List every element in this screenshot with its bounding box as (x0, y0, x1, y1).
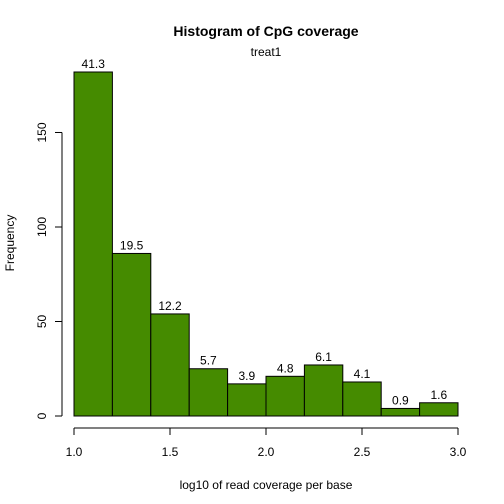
bar-value-label: 5.7 (200, 354, 217, 368)
histogram-bar (342, 381, 382, 417)
histogram-bar (303, 364, 344, 417)
bar-value-label: 4.8 (277, 361, 294, 375)
x-tick-label: 2.5 (354, 445, 371, 459)
y-tick-label: 100 (35, 217, 49, 237)
bars-group (73, 71, 459, 417)
bar-value-label: 0.9 (392, 393, 409, 407)
histogram-bar (419, 402, 459, 417)
chart-title: Histogram of CpG coverage (173, 23, 358, 39)
y-tick-label: 0 (35, 412, 49, 419)
x-axis-label: log10 of read coverage per base (180, 478, 353, 492)
chart-subtitle: treat1 (251, 45, 282, 59)
x-tick-label: 1.5 (162, 445, 179, 459)
bar-value-label: 3.9 (238, 369, 255, 383)
x-axis: 1.0 1.5 2.0 2.5 3.0 (66, 427, 467, 459)
histogram-bar (150, 313, 190, 417)
x-tick-label: 3.0 (450, 445, 467, 459)
y-axis-label: Frequency (3, 215, 17, 272)
bar-labels-group: 41.3 19.5 12.2 5.7 3.9 4.8 6.1 4.1 0.9 1.6 (82, 57, 448, 407)
bar-value-label: 1.6 (430, 388, 447, 402)
y-tick-label: 50 (35, 315, 49, 329)
x-tick-label: 1.0 (66, 445, 83, 459)
x-tick-label: 2.0 (258, 445, 275, 459)
histogram-bar (265, 375, 305, 417)
bar-value-label: 19.5 (120, 238, 144, 252)
histogram-bar (188, 368, 229, 417)
histogram-bar (227, 383, 267, 417)
histogram-bar (111, 252, 152, 417)
bar-value-label: 12.2 (158, 299, 182, 313)
bar-value-label: 41.3 (82, 57, 106, 71)
histogram-bar (380, 407, 421, 417)
y-axis: 0 50 100 150 (35, 122, 63, 419)
histogram-bar (73, 71, 113, 417)
bar-value-label: 4.1 (354, 367, 371, 381)
y-tick-label: 150 (35, 122, 49, 142)
bar-value-label: 6.1 (315, 350, 332, 364)
